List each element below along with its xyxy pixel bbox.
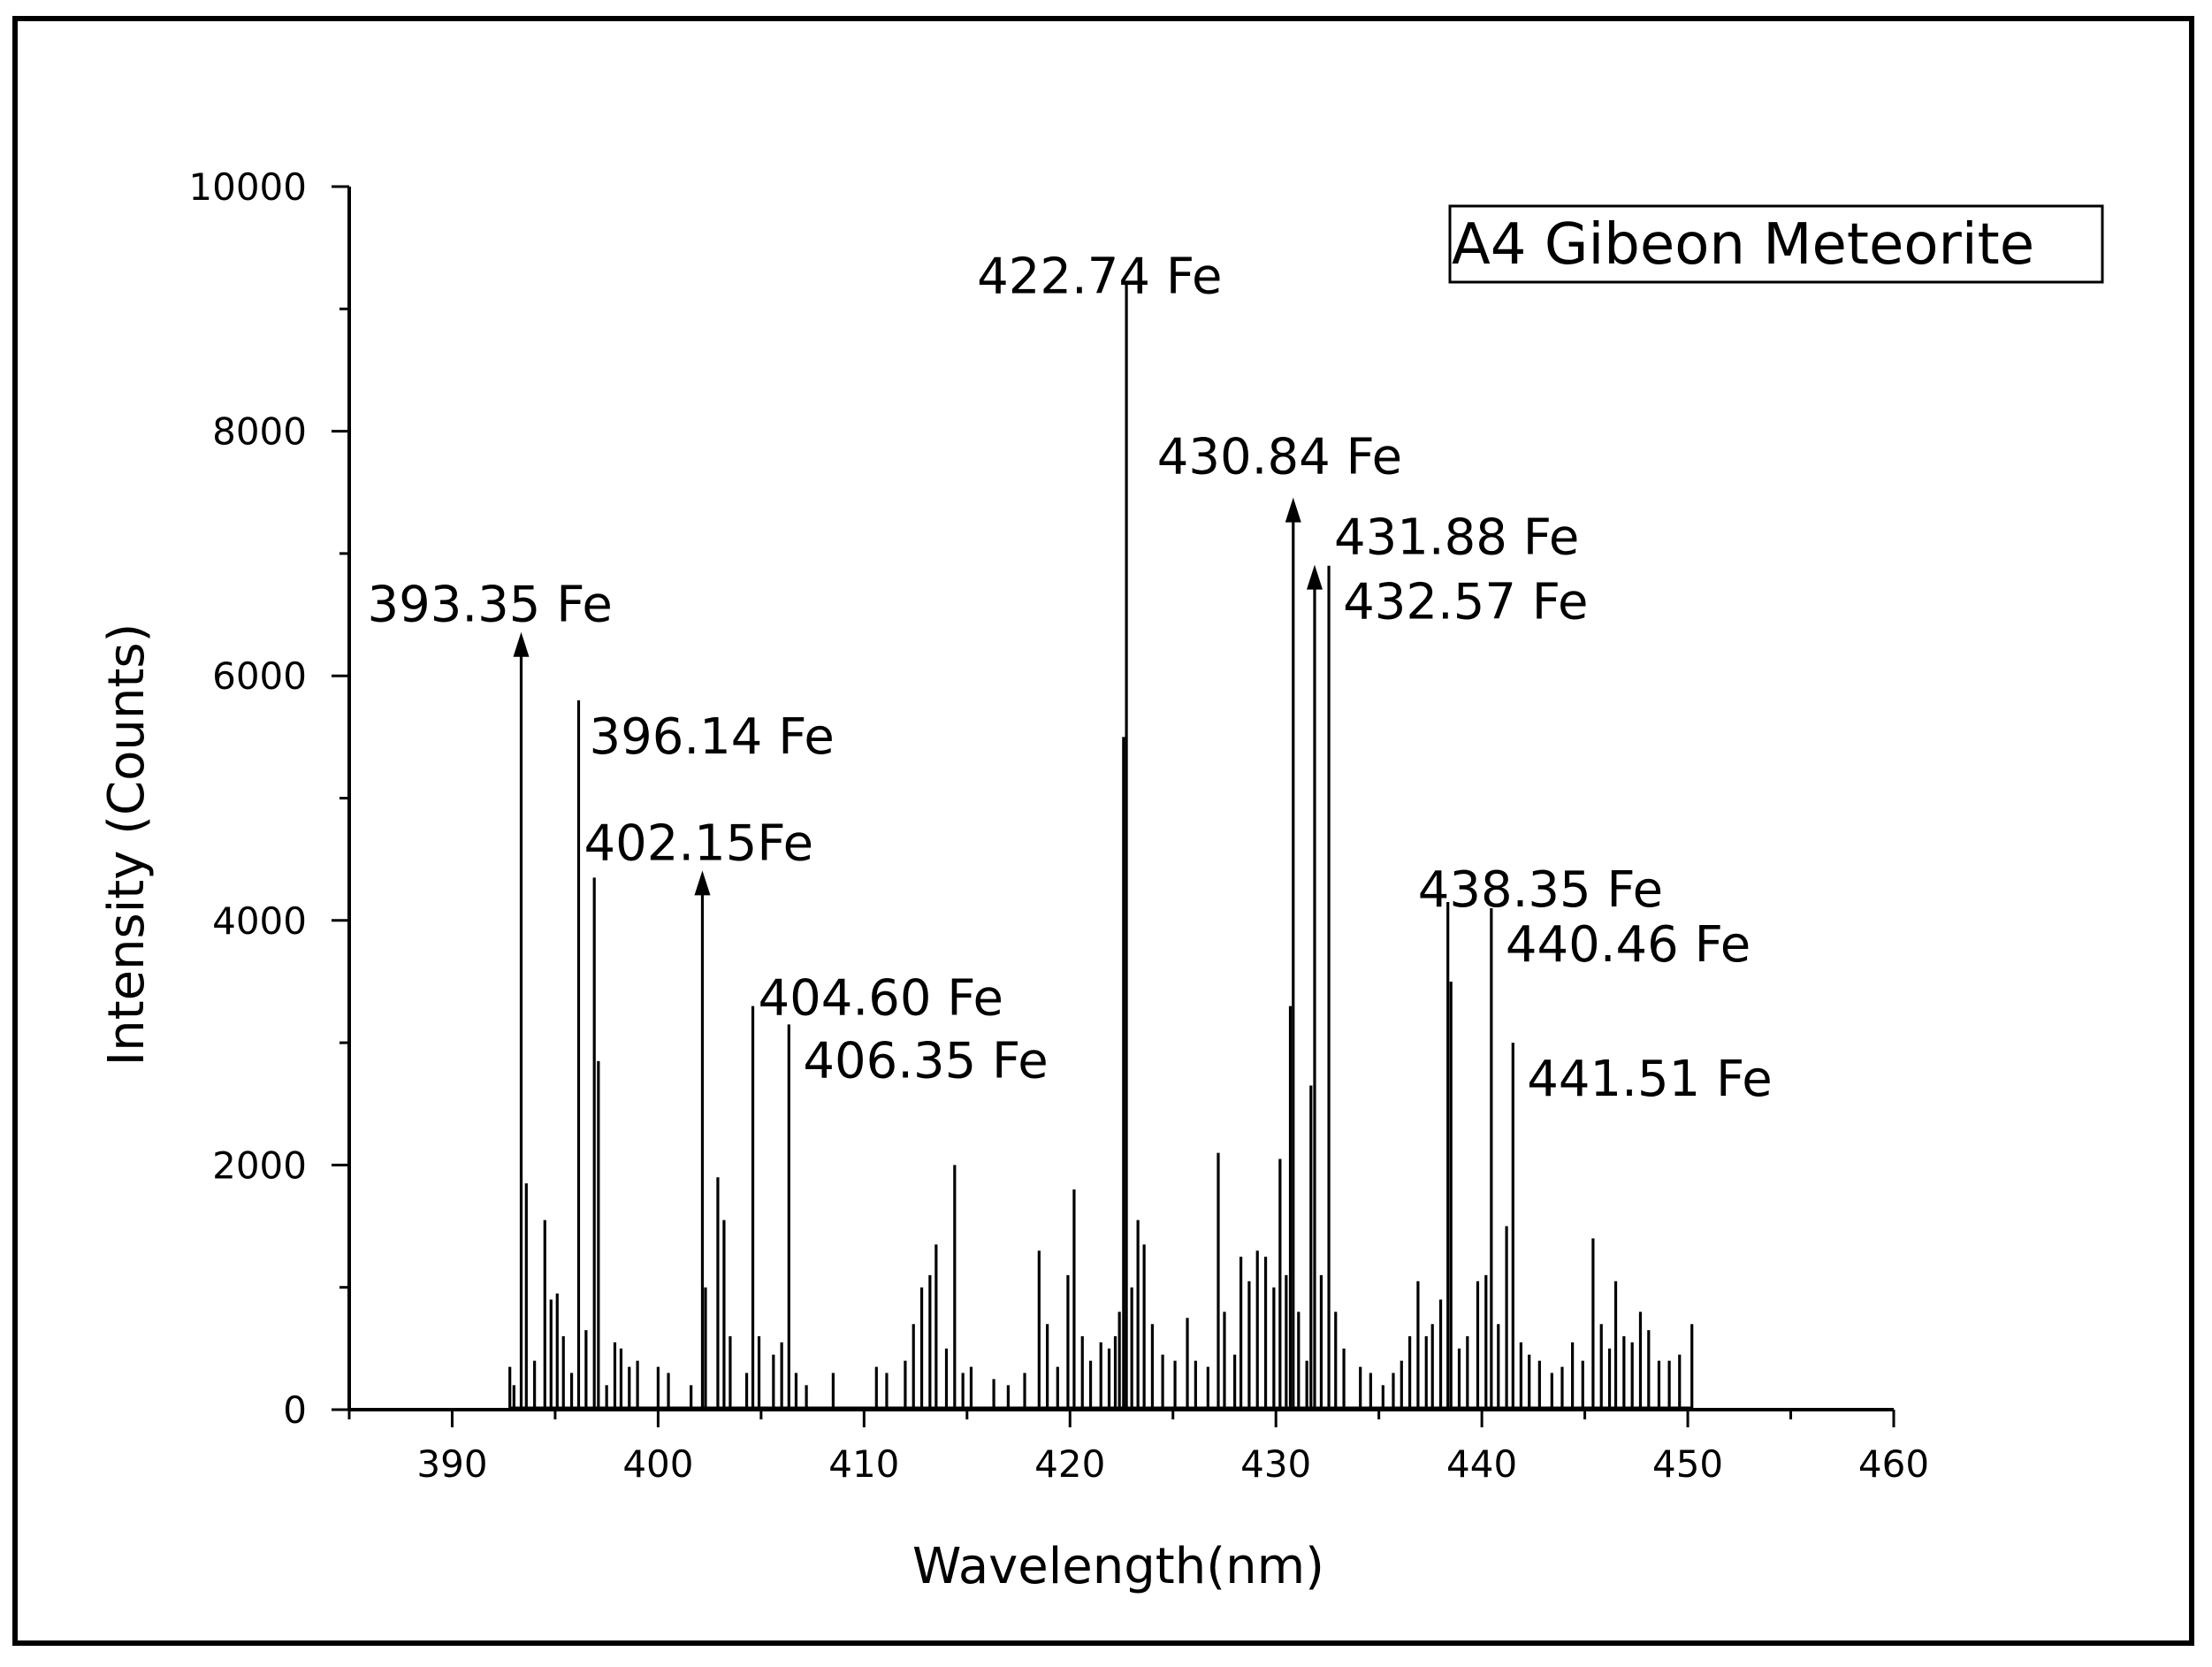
legend-box <box>1448 204 2104 284</box>
y-tick-label: 0 <box>283 1388 307 1432</box>
peak-label: 432.57 Fe <box>1343 574 1588 631</box>
peak-label: 440.46 Fe <box>1506 916 1751 974</box>
y-tick-label: 6000 <box>212 654 307 698</box>
peak-label: 422.74 Fe <box>977 249 1222 306</box>
figure-frame <box>12 16 2194 1646</box>
peak-arrowhead <box>1285 497 1301 523</box>
y-tick-label: 4000 <box>212 899 307 943</box>
peak-label: 393.35 Fe <box>367 577 612 634</box>
peak-label: 430.84 Fe <box>1157 429 1402 486</box>
y-tick-label: 10000 <box>188 165 307 209</box>
peak-label: 402.15Fe <box>584 814 813 872</box>
x-tick-label: 390 <box>416 1442 487 1486</box>
legend: A4 Gibeon Meteorite <box>1448 204 2104 284</box>
peak-label: 406.35 Fe <box>803 1032 1048 1090</box>
x-axis-title: Wavelength(nm) <box>912 1538 1324 1595</box>
peak-arrowhead <box>694 870 711 896</box>
peak-label: 404.60 Fe <box>759 970 1003 1028</box>
peak-label: 431.88 Fe <box>1334 509 1579 567</box>
x-tick-label: 420 <box>1034 1442 1105 1486</box>
y-axis-title: Intensity (Counts) <box>98 623 156 1067</box>
peak-arrowhead <box>1306 564 1323 590</box>
peak-annotations: 393.35 Fe 396.14 Fe 402.15Fe 404.60 Fe406.3… <box>367 249 1772 1108</box>
x-tick-label: 400 <box>622 1442 693 1486</box>
y-tick-label: 2000 <box>212 1143 307 1187</box>
x-tick-label: 440 <box>1446 1442 1517 1486</box>
x-tick-label: 410 <box>828 1442 899 1486</box>
peak-label: 441.51 Fe <box>1527 1051 1772 1108</box>
peak-label: 438.35 Fe <box>1418 861 1663 919</box>
spectrum-series <box>508 284 1694 1410</box>
x-tick-label: 450 <box>1652 1442 1723 1486</box>
axes: 390 400 410 420 430 440 450 460 0 2000 4000 6000 800… <box>188 165 1929 1486</box>
x-tick-label: 430 <box>1240 1442 1311 1486</box>
y-tick-label: 8000 <box>212 410 307 454</box>
peak-label: 396.14 Fe <box>589 708 834 766</box>
legend-text: A4 Gibeon Meteorite <box>1452 212 2034 278</box>
peak-arrowhead <box>513 631 530 657</box>
x-tick-label: 460 <box>1858 1442 1929 1486</box>
